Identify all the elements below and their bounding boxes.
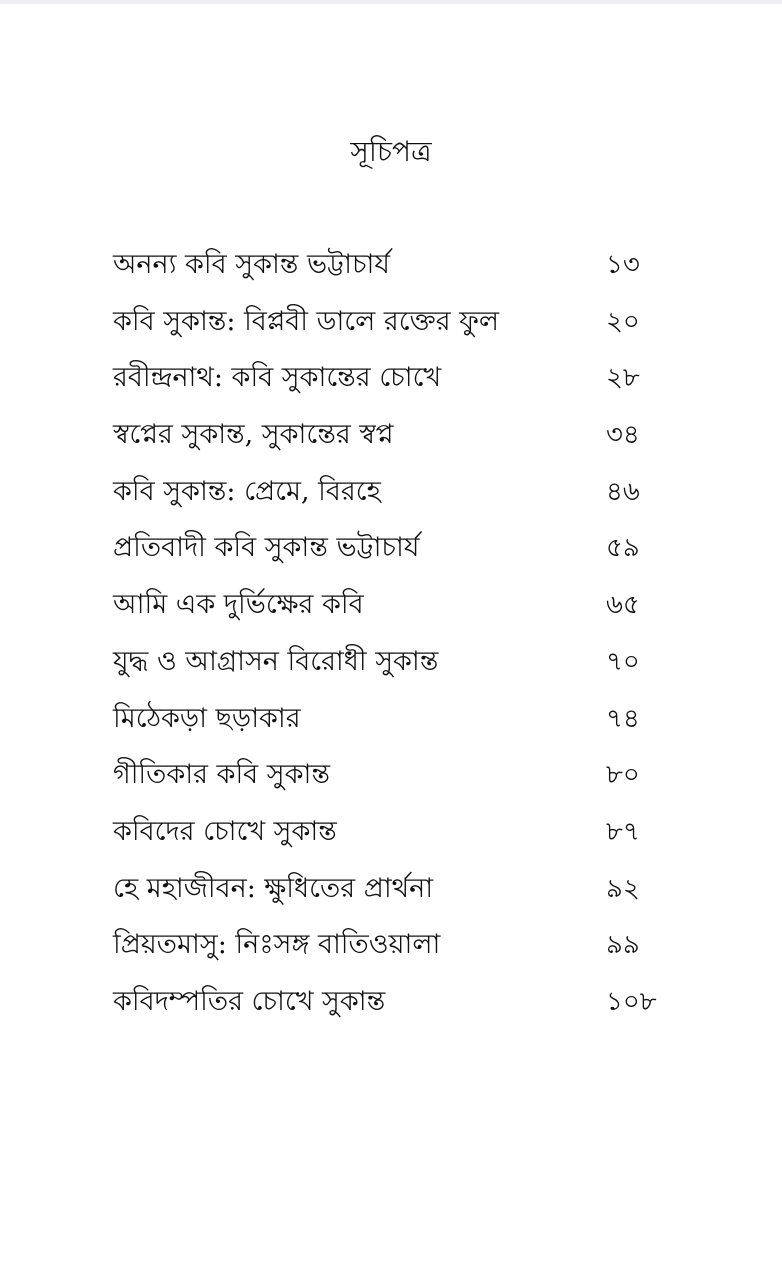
page-title: সূচিপত্র xyxy=(350,135,432,168)
toc-entry-title: কবি সুকান্ত: প্রেমে, বিরহে xyxy=(113,475,381,507)
toc-entry-page: ২৮ xyxy=(606,363,640,394)
toc-entry-page: ৭০ xyxy=(606,646,640,677)
toc-entry: কবিদের চোখে সুকান্ত ৮৭ xyxy=(113,809,673,866)
toc-entry-title: রবীন্দ্রনাথ: কবি সুকান্তের চোখে xyxy=(113,362,442,394)
toc-entry: হে মহাজীবন: ক্ষুধিতের প্রার্থনা ৯২ xyxy=(113,866,673,923)
toc-entry: প্রতিবাদী কবি সুকান্ত ভট্টাচার্য ৫৯ xyxy=(113,525,673,582)
toc-entry-page: ৮০ xyxy=(606,760,640,791)
toc-entry: কবি সুকান্ত: প্রেমে, বিরহে ৪৬ xyxy=(113,469,673,526)
toc-entry: কবিদম্পতির চোখে সুকান্ত ১০৮ xyxy=(113,979,673,1036)
toc-entry-page: ১০৮ xyxy=(606,986,657,1017)
toc-entry-title: গীতিকার কবি সুকান্ত xyxy=(113,759,330,791)
top-bar xyxy=(0,0,782,4)
toc-entry-page: ৫৯ xyxy=(606,533,640,564)
toc-entry: অনন্য কবি সুকান্ত ভট্টাচার্য ১৩ xyxy=(113,242,673,299)
toc-entry-title: কবিদের চোখে সুকান্ত xyxy=(113,815,337,847)
toc-entry-title: প্রিয়তমাসু: নিঃসঙ্গ বাতিওয়ালা xyxy=(113,929,441,961)
toc-entry-page: ২০ xyxy=(606,306,640,337)
toc-entry: গীতিকার কবি সুকান্ত ৮০ xyxy=(113,752,673,809)
toc-entry-page: ৩৪ xyxy=(606,420,640,451)
toc-entry: যুদ্ধ ও আগ্রাসন বিরোধী সুকান্ত ৭০ xyxy=(113,639,673,696)
toc-entry-title: কবিদম্পতির চোখে সুকান্ত xyxy=(113,985,386,1017)
toc-entry: কবি সুকান্ত: বিপ্লবী ডালে রক্তের ফুল ২০ xyxy=(113,299,673,356)
toc-entry-title: প্রতিবাদী কবি সুকান্ত ভট্টাচার্য xyxy=(113,532,420,564)
toc-entry-title: কবি সুকান্ত: বিপ্লবী ডালে রক্তের ফুল xyxy=(113,305,500,337)
toc-entry: রবীন্দ্রনাথ: কবি সুকান্তের চোখে ২৮ xyxy=(113,355,673,412)
toc-entry-title: অনন্য কবি সুকান্ত ভট্টাচার্য xyxy=(113,249,390,280)
toc-entry-page: ৭৪ xyxy=(606,703,640,734)
toc-entry-page: ১৩ xyxy=(606,250,640,280)
toc-entry-page: ৯৯ xyxy=(606,930,640,961)
toc-entry-page: ৯২ xyxy=(606,873,640,904)
toc-entry-page: ৪৬ xyxy=(606,476,640,507)
toc-entry-page: ৬৫ xyxy=(606,590,640,621)
toc-entry-title: মিঠেকড়া ছড়াকার xyxy=(113,702,301,734)
toc-entry-title: আমি এক দুর্ভিক্ষের কবি xyxy=(113,589,364,621)
toc-entry-title: হে মহাজীবন: ক্ষুধিতের প্রার্থনা xyxy=(113,872,434,904)
toc-entry-page: ৮৭ xyxy=(606,816,640,847)
toc-entry: মিঠেকড়া ছড়াকার ৭৪ xyxy=(113,696,673,753)
toc-entry: আমি এক দুর্ভিক্ষের কবি ৬৫ xyxy=(113,582,673,639)
toc-entry-title: যুদ্ধ ও আগ্রাসন বিরোধী সুকান্ত xyxy=(113,645,439,677)
toc-entry: প্রিয়তমাসু: নিঃসঙ্গ বাতিওয়ালা ৯৯ xyxy=(113,922,673,979)
toc-entry: স্বপ্নের সুকান্ত, সুকান্তের স্বপ্ন ৩৪ xyxy=(113,412,673,469)
toc-entry-title: স্বপ্নের সুকান্ত, সুকান্তের স্বপ্ন xyxy=(113,419,394,451)
table-of-contents: অনন্য কবি সুকান্ত ভট্টাচার্য ১৩ কবি সুকান্… xyxy=(113,242,673,1036)
